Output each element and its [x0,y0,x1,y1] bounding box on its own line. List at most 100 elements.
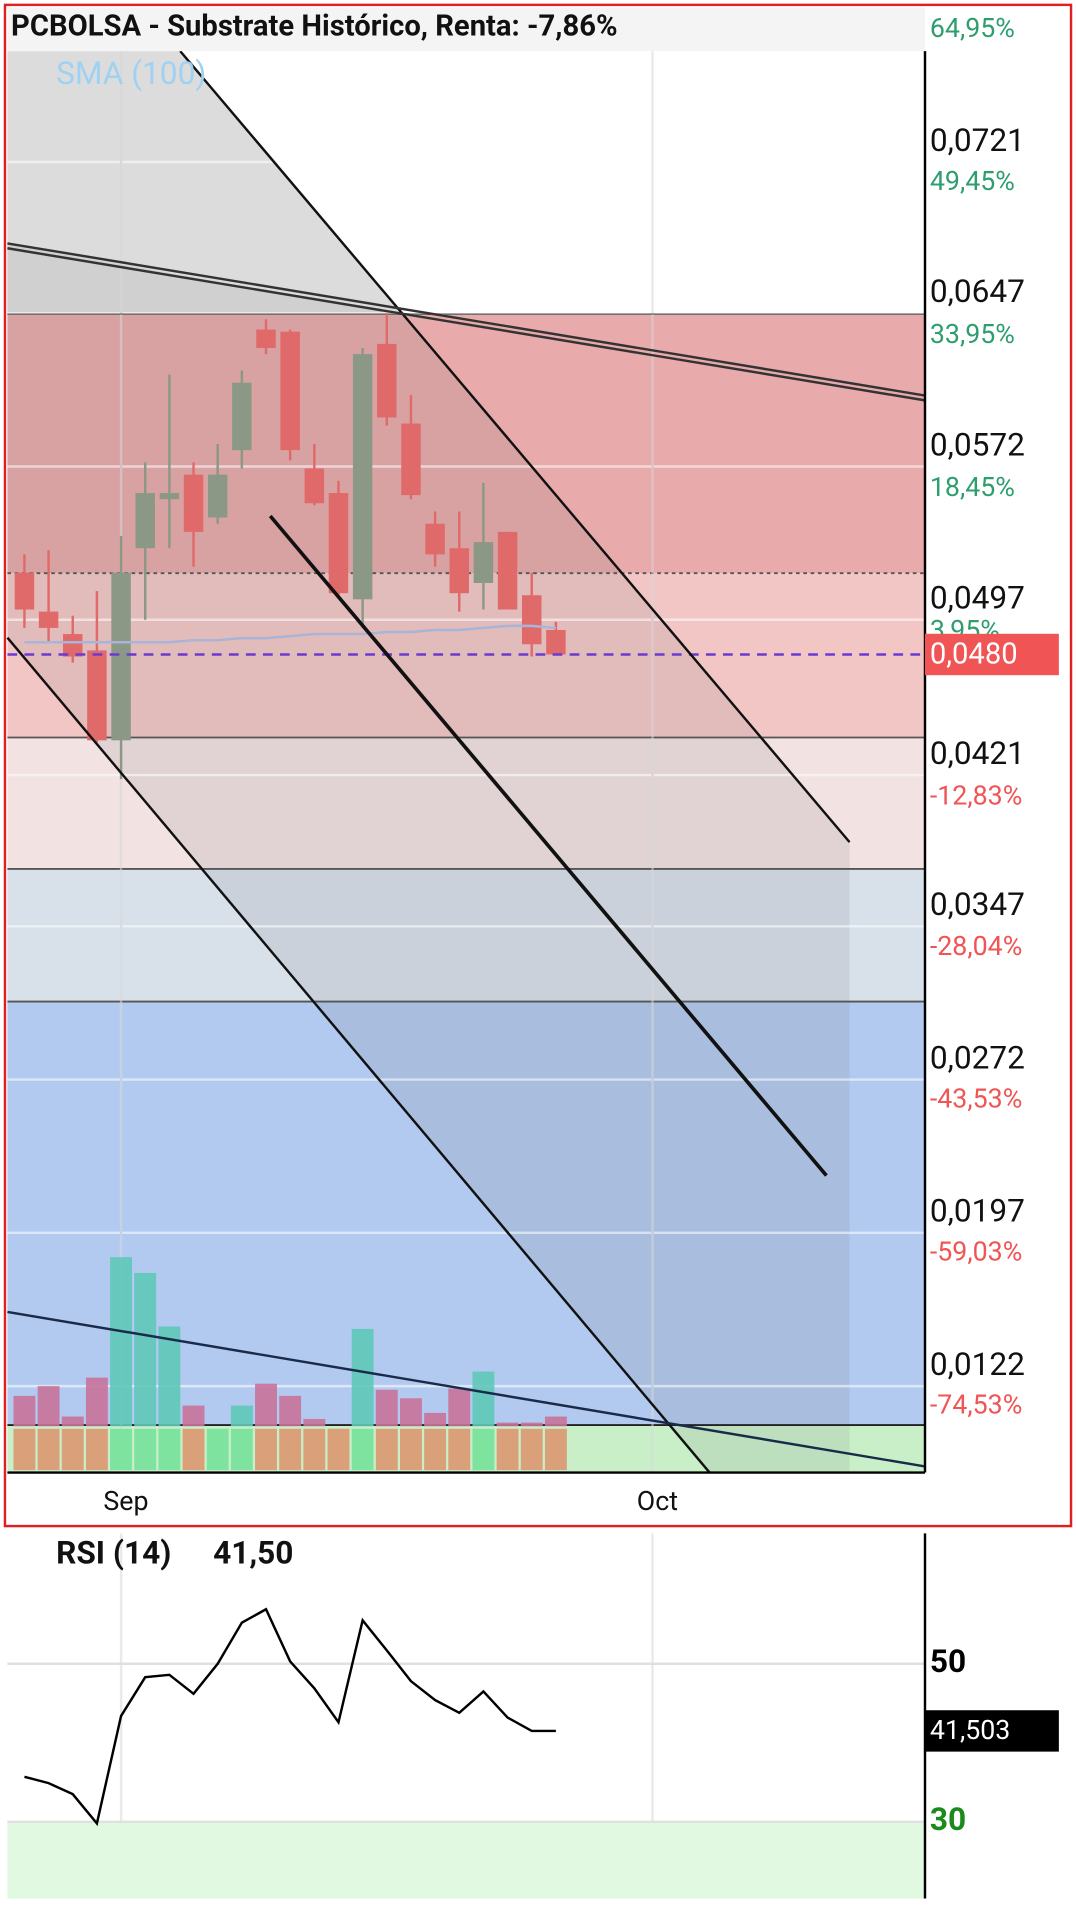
volume-bar [134,1272,157,1427]
volume-bar [61,1416,84,1427]
shade [7,51,402,314]
chart-title: PCBOLSA - Substrate Histórico, Renta: -7… [11,10,618,44]
volume-bar [544,1416,567,1427]
candle-body [304,468,325,504]
title-band [7,7,925,52]
trend-line [179,50,851,843]
y-tick-label: 0,0122 [930,1346,1025,1383]
rsi-current: 41,50 [213,1535,293,1572]
volume-bar [448,1388,471,1427]
y2-tick-label: -28,04% [930,930,1022,962]
axes: PCBOLSA - Substrate Histórico, Renta: -7… [3,3,1073,1899]
y-tick-label: 0,0647 [930,273,1025,310]
oversold-zone [7,1821,925,1899]
volume-bar [37,1386,60,1427]
candle-body [328,493,349,594]
trend-line [6,636,711,1474]
volume-strip [255,1428,277,1471]
volume-bar [472,1371,495,1427]
volume-bar [424,1412,447,1427]
volume-bar [279,1395,302,1427]
y-tick-label: 0,0497 [930,580,1025,617]
candle-body [111,572,131,741]
volume-bar [13,1395,36,1427]
trend-line [7,1310,926,1468]
volume-bar [351,1328,374,1427]
candle-body [38,611,59,628]
candle-body [521,595,542,645]
volume-strip [61,1428,84,1471]
trend-line [268,514,828,1177]
volume-bar [375,1389,398,1427]
volume-strip [279,1428,302,1471]
volume-bar [85,1377,108,1427]
volume-bar [158,1326,181,1427]
zone [7,313,925,574]
volume-strip [158,1428,181,1471]
labels: 0,0721 0,0647 0,0572 0,0497 0,0421 0,0347 0,02… [103,12,1059,1838]
candle-body [232,382,252,451]
volume-strip [496,1428,519,1471]
channel-shade [7,51,850,1473]
y-tick-label: 50 [930,1643,966,1680]
y-tick-label: 0,0421 [930,735,1025,772]
trend-line [7,247,926,402]
candle-body [135,493,155,549]
candle-body [256,329,276,348]
volume-strip [134,1428,157,1471]
volume-strip [110,1428,133,1471]
background-drawings [7,7,925,1899]
y-tick-label: 30 [930,1801,966,1838]
volume-bar [399,1398,422,1427]
trend-lines [6,50,926,1474]
candle-body [280,331,300,451]
rsi-line [24,1607,556,1827]
candle-body [159,493,180,500]
candle-body [207,474,228,518]
volume-strip [37,1428,60,1471]
sma-line [24,624,556,644]
volume-bar [496,1422,519,1427]
y2-tick-label: -59,03% [930,1236,1022,1268]
candle-body [87,650,107,741]
legend-sma: SMA (100) [56,55,206,92]
zone [7,868,925,1002]
y2-tick-label: 64,95% [930,12,1015,44]
volume-bar [182,1405,205,1427]
volume-strip [399,1428,422,1471]
rsi-last-label: 41,503 [930,1714,1010,1746]
volume-strip [544,1428,567,1471]
x-tick-label: Sep [103,1485,148,1517]
volume-strip [351,1428,374,1471]
volume-strip [448,1428,471,1471]
y-tick-label: 0,0721 [930,122,1025,159]
candle-body [183,474,204,532]
marks [7,313,925,1827]
candle-body [473,542,494,583]
frame [3,3,1073,1528]
y2-tick-label: 49,45% [930,165,1015,197]
candle-body [546,629,566,655]
y2-tick-label: -12,83% [930,780,1022,812]
candle-body [449,548,469,594]
volume-bar [230,1405,253,1427]
candle-body [377,343,397,418]
x-tick-label: Oct [637,1485,678,1517]
volume-strip [230,1428,253,1471]
trend-line [7,242,926,397]
grid [7,51,925,1899]
volume-bar [110,1257,133,1427]
zone [7,573,925,738]
volume-bar [520,1422,543,1427]
last-price-label: 0,0480 [930,637,1018,671]
candle-body [497,531,518,610]
y-tick-label: 0,0347 [930,886,1025,923]
rsi-last-box [924,1710,1059,1752]
last-price-box [924,633,1059,676]
volume-strip [85,1428,108,1471]
candle-body [352,354,373,600]
volume-strip [303,1428,326,1471]
volume-strip [472,1428,495,1471]
